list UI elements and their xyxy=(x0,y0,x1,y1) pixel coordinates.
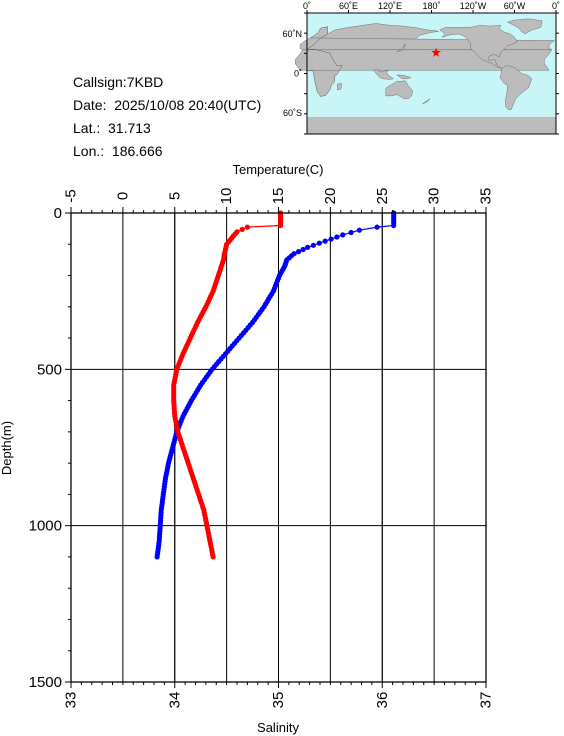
salinity-axis-label: Salinity xyxy=(257,720,299,735)
salinity-point xyxy=(210,554,216,560)
temperature-line xyxy=(156,213,395,557)
map-landmass xyxy=(337,83,342,91)
temperature-tick-label: 0 xyxy=(114,192,131,200)
map-lat-label: 0˚ xyxy=(294,69,302,79)
longitude-text: Lon.: 186.666 xyxy=(73,143,163,159)
temperature-tick-label: -5 xyxy=(63,189,80,202)
map-lon-label: 60˚W xyxy=(504,1,526,11)
depth-tick-label: 500 xyxy=(37,361,62,378)
latitude-text: Lat.: 31.713 xyxy=(73,120,151,136)
depth-tick-label: 1500 xyxy=(29,674,62,691)
location-map: 0˚ 60˚E 120˚E 180˚ 120˚W 60˚W 0˚ 60˚N 0˚ 60˚S xyxy=(282,1,560,135)
station-star-icon xyxy=(431,47,441,57)
temperature-axis-label: Temperature(C) xyxy=(232,162,323,177)
temperature-point xyxy=(328,236,334,242)
depth-axis-label: Depth(m) xyxy=(0,421,14,475)
station-info: Callsign:7KBD Date: 2025/10/08 20:40(UTC… xyxy=(73,71,261,163)
temperature-point xyxy=(322,238,328,244)
date-text: Date: 2025/10/08 20:40(UTC) xyxy=(73,97,262,113)
temperature-point xyxy=(374,224,380,230)
depth-tick-label: 1000 xyxy=(29,518,62,535)
map-antarctica xyxy=(307,116,556,134)
temperature-tick-label: 15 xyxy=(270,188,287,205)
map-lon-label: 0˚ xyxy=(552,1,560,11)
temperature-point xyxy=(305,244,311,250)
map-lat-label: 60˚S xyxy=(283,108,302,118)
salinity-point xyxy=(278,222,284,229)
salinity-tick-label: 33 xyxy=(63,692,80,709)
map-lon-label: 120˚W xyxy=(460,1,487,11)
chart-series xyxy=(154,210,397,560)
map-landmass xyxy=(499,65,533,110)
temperature-point xyxy=(154,554,160,560)
callsign-text: Callsign:7KBD xyxy=(73,74,164,90)
temperature-point xyxy=(340,232,346,238)
temperature-tick-label: 20 xyxy=(322,188,339,205)
temperature-tick-label: 30 xyxy=(426,188,443,205)
map-lon-labels: 0˚ 60˚E 120˚E 180˚ 120˚W 60˚W 0˚ xyxy=(303,1,560,11)
temperature-point xyxy=(310,242,316,248)
salinity-tick-label: 34 xyxy=(166,692,183,709)
map-lon-label: 120˚E xyxy=(378,1,402,11)
map-landmass xyxy=(439,25,518,69)
temperature-tick-label: 5 xyxy=(166,192,183,200)
map-landmass xyxy=(396,74,412,79)
temperature-point xyxy=(391,222,397,229)
temperature-point xyxy=(316,240,322,246)
depth-tick-label: 0 xyxy=(54,205,62,222)
map-lat-label: 60˚N xyxy=(282,29,302,39)
temperature-tick-label: 10 xyxy=(218,188,235,205)
map-lat-labels: 60˚N 0˚ 60˚S xyxy=(282,29,302,118)
map-landmass xyxy=(396,43,406,52)
salinity-point xyxy=(239,226,245,232)
temperature-point xyxy=(300,246,306,253)
map-lon-label: 0˚ xyxy=(303,1,311,11)
temperature-point xyxy=(356,227,362,233)
map-lon-label: 180˚ xyxy=(422,1,440,11)
temperature-tick-label: 35 xyxy=(478,188,495,205)
temperature-point xyxy=(348,229,354,236)
chart-ticks xyxy=(65,207,487,688)
temperature-point xyxy=(334,234,340,240)
temperature-point xyxy=(296,249,302,255)
salinity-point xyxy=(244,224,250,230)
map-landmass xyxy=(373,69,394,80)
salinity-tick-label: 36 xyxy=(374,692,391,709)
map-landmass xyxy=(385,80,414,99)
map-ticks xyxy=(304,10,559,135)
map-landmass xyxy=(421,98,431,105)
salinity-tick-label: 37 xyxy=(478,692,495,709)
salinity-line xyxy=(173,213,282,558)
temperature-tick-label: 25 xyxy=(374,188,391,205)
map-landmass xyxy=(507,18,543,35)
salinity-tick-label: 35 xyxy=(270,692,287,709)
map-lon-label: 60˚E xyxy=(339,1,358,11)
